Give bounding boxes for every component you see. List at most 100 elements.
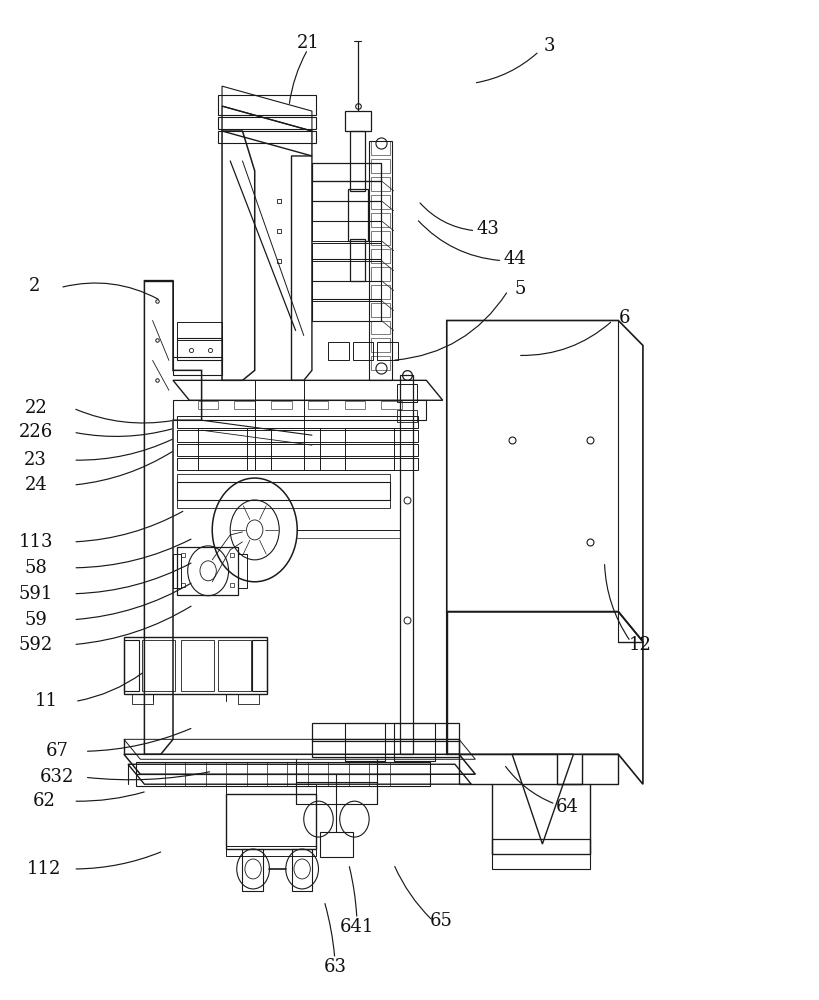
Bar: [370, 177, 390, 191]
Bar: [396, 410, 416, 422]
Bar: [206, 762, 226, 786]
Bar: [218, 95, 315, 115]
Text: 43: 43: [476, 220, 499, 238]
Bar: [173, 554, 181, 588]
Bar: [136, 774, 430, 786]
Bar: [311, 281, 381, 301]
Bar: [311, 299, 381, 320]
Bar: [247, 762, 267, 786]
Bar: [238, 554, 247, 588]
Bar: [311, 221, 381, 241]
Bar: [165, 762, 185, 786]
Text: 62: 62: [33, 792, 55, 810]
Bar: [400, 375, 413, 754]
Bar: [311, 181, 381, 201]
Bar: [344, 428, 393, 470]
Text: 5: 5: [514, 280, 525, 298]
Text: 23: 23: [25, 451, 47, 469]
Bar: [226, 784, 315, 794]
Bar: [370, 320, 390, 334]
Bar: [197, 401, 218, 409]
Bar: [370, 231, 390, 245]
Text: 58: 58: [25, 559, 47, 577]
Bar: [177, 547, 238, 595]
Bar: [370, 159, 390, 173]
Bar: [350, 239, 364, 281]
Bar: [311, 243, 381, 261]
Bar: [319, 832, 352, 857]
Bar: [369, 141, 391, 380]
Text: 3: 3: [542, 37, 554, 55]
Bar: [252, 640, 267, 691]
Text: 591: 591: [19, 585, 53, 603]
Bar: [197, 428, 247, 470]
Text: 632: 632: [40, 768, 74, 786]
Bar: [377, 342, 397, 360]
Text: 113: 113: [19, 533, 53, 551]
Text: 24: 24: [25, 476, 47, 494]
Bar: [370, 195, 390, 209]
Bar: [370, 249, 390, 263]
Bar: [142, 640, 174, 691]
Bar: [352, 342, 373, 360]
Bar: [370, 213, 390, 227]
Bar: [328, 342, 348, 360]
Bar: [226, 846, 315, 856]
Bar: [177, 338, 222, 360]
Bar: [177, 458, 418, 470]
Bar: [181, 640, 214, 691]
Bar: [271, 401, 291, 409]
Bar: [177, 500, 389, 508]
Bar: [311, 201, 381, 221]
Bar: [177, 416, 418, 428]
Bar: [396, 384, 416, 402]
Text: 11: 11: [34, 692, 58, 710]
Bar: [242, 849, 263, 891]
Text: 2: 2: [29, 277, 39, 295]
Text: 22: 22: [25, 399, 47, 417]
Bar: [173, 357, 222, 375]
Bar: [370, 141, 390, 155]
Bar: [491, 854, 589, 869]
Bar: [177, 474, 389, 482]
Text: 44: 44: [503, 250, 525, 268]
Text: 226: 226: [19, 423, 52, 441]
Text: 63: 63: [323, 958, 346, 976]
Bar: [226, 794, 315, 849]
Text: 641: 641: [339, 918, 373, 936]
Bar: [271, 428, 319, 470]
Bar: [347, 189, 367, 241]
Bar: [177, 444, 418, 456]
Bar: [344, 111, 370, 131]
Bar: [328, 762, 348, 786]
Bar: [370, 338, 390, 352]
Text: 67: 67: [46, 742, 68, 760]
Bar: [370, 285, 390, 299]
Bar: [291, 849, 311, 891]
Bar: [369, 762, 389, 786]
Text: 6: 6: [618, 309, 629, 327]
Bar: [218, 117, 315, 129]
Bar: [124, 640, 138, 691]
Bar: [311, 739, 459, 757]
Bar: [491, 839, 589, 854]
Bar: [311, 259, 381, 281]
Bar: [350, 131, 364, 191]
Text: 65: 65: [429, 912, 452, 930]
Text: 12: 12: [628, 636, 651, 654]
Bar: [177, 430, 418, 442]
Bar: [381, 401, 401, 409]
Bar: [370, 267, 390, 281]
Bar: [370, 356, 390, 370]
Bar: [177, 322, 222, 340]
Bar: [136, 762, 430, 774]
Bar: [132, 694, 152, 704]
Bar: [124, 637, 267, 694]
Bar: [177, 482, 389, 500]
Text: 64: 64: [554, 798, 577, 816]
Text: 59: 59: [25, 611, 47, 629]
Bar: [344, 723, 385, 761]
Bar: [311, 723, 459, 741]
Bar: [234, 401, 255, 409]
Bar: [370, 303, 390, 317]
